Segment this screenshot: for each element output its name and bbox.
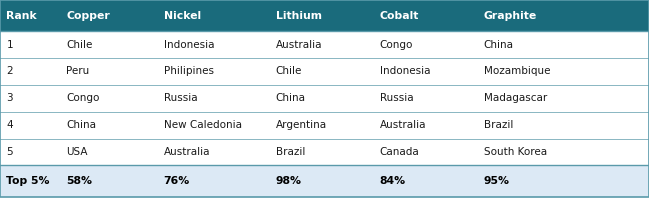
- Text: New Caledonia: New Caledonia: [164, 120, 241, 130]
- Bar: [60, 112, 157, 139]
- Bar: [373, 0, 477, 31]
- Bar: [477, 112, 649, 139]
- Text: China: China: [276, 93, 306, 103]
- Bar: [60, 31, 157, 58]
- Bar: [477, 31, 649, 58]
- Text: Mozambique: Mozambique: [484, 66, 550, 76]
- Text: Congo: Congo: [380, 39, 413, 50]
- Text: Russia: Russia: [164, 93, 197, 103]
- Bar: [269, 0, 373, 31]
- Bar: [60, 0, 157, 31]
- Bar: [157, 85, 269, 112]
- Text: China: China: [484, 39, 513, 50]
- Text: 95%: 95%: [484, 176, 509, 186]
- Text: China: China: [66, 120, 96, 130]
- Bar: [269, 85, 373, 112]
- Text: Chile: Chile: [66, 39, 93, 50]
- Bar: [60, 139, 157, 165]
- Text: Australia: Australia: [164, 147, 210, 157]
- Text: Australia: Australia: [276, 39, 323, 50]
- Text: Brazil: Brazil: [484, 120, 513, 130]
- Text: 1: 1: [6, 39, 13, 50]
- Text: Cobalt: Cobalt: [380, 10, 419, 21]
- Text: Russia: Russia: [380, 93, 413, 103]
- Text: Graphite: Graphite: [484, 10, 537, 21]
- Bar: [269, 112, 373, 139]
- Bar: [477, 165, 649, 197]
- Bar: [373, 85, 477, 112]
- Text: 4: 4: [6, 120, 13, 130]
- Bar: [373, 112, 477, 139]
- Text: Top 5%: Top 5%: [6, 176, 50, 186]
- Bar: [269, 139, 373, 165]
- Bar: [157, 139, 269, 165]
- Text: 58%: 58%: [66, 176, 92, 186]
- Bar: [60, 85, 157, 112]
- Bar: [60, 58, 157, 85]
- Bar: [373, 139, 477, 165]
- Bar: [477, 139, 649, 165]
- Text: Chile: Chile: [276, 66, 302, 76]
- Bar: [373, 58, 477, 85]
- Text: Peru: Peru: [66, 66, 90, 76]
- Text: 3: 3: [6, 93, 13, 103]
- Text: South Korea: South Korea: [484, 147, 546, 157]
- Bar: [0, 112, 60, 139]
- Bar: [0, 165, 60, 197]
- Text: Philipines: Philipines: [164, 66, 214, 76]
- Text: 76%: 76%: [164, 176, 190, 186]
- Bar: [157, 165, 269, 197]
- Bar: [269, 165, 373, 197]
- Bar: [269, 58, 373, 85]
- Bar: [477, 85, 649, 112]
- Bar: [373, 31, 477, 58]
- Text: Copper: Copper: [66, 10, 110, 21]
- Text: 5: 5: [6, 147, 13, 157]
- Bar: [157, 0, 269, 31]
- Bar: [0, 139, 60, 165]
- Bar: [60, 165, 157, 197]
- Text: Australia: Australia: [380, 120, 426, 130]
- Bar: [0, 0, 60, 31]
- Text: Madagascar: Madagascar: [484, 93, 546, 103]
- Text: Nickel: Nickel: [164, 10, 201, 21]
- Text: Indonesia: Indonesia: [380, 66, 430, 76]
- Bar: [477, 58, 649, 85]
- Text: Canada: Canada: [380, 147, 419, 157]
- Bar: [269, 31, 373, 58]
- Bar: [477, 0, 649, 31]
- Bar: [0, 58, 60, 85]
- Text: Indonesia: Indonesia: [164, 39, 214, 50]
- Text: Argentina: Argentina: [276, 120, 327, 130]
- Bar: [157, 112, 269, 139]
- Bar: [157, 58, 269, 85]
- Text: Rank: Rank: [6, 10, 37, 21]
- Bar: [0, 85, 60, 112]
- Text: 2: 2: [6, 66, 13, 76]
- Text: Lithium: Lithium: [276, 10, 322, 21]
- Text: USA: USA: [66, 147, 88, 157]
- Text: 98%: 98%: [276, 176, 302, 186]
- Bar: [373, 165, 477, 197]
- Text: Congo: Congo: [66, 93, 99, 103]
- Text: Brazil: Brazil: [276, 147, 305, 157]
- Bar: [157, 31, 269, 58]
- Text: 84%: 84%: [380, 176, 406, 186]
- Bar: [0, 31, 60, 58]
